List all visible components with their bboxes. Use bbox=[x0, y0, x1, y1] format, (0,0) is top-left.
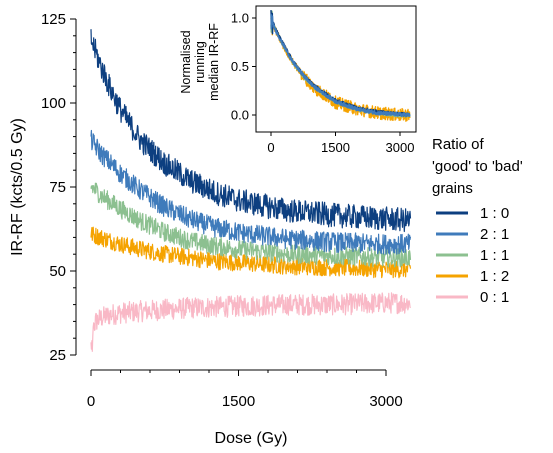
legend: Ratio of 'good' to 'bad' grains 1 : 0 2 : 1 1… bbox=[432, 136, 523, 306]
series-line-3 bbox=[90, 226, 412, 279]
inset-x-tick-label: 3000 bbox=[386, 140, 415, 155]
y-tick-label: 125 bbox=[41, 11, 66, 28]
legend-title-line: 'good' to 'bad' bbox=[432, 158, 523, 175]
series-line-2 bbox=[90, 182, 412, 268]
legend-label: 1 : 2 bbox=[480, 268, 509, 285]
x-axis-title: Dose (Gy) bbox=[215, 430, 288, 447]
y-tick-label: 25 bbox=[49, 347, 66, 364]
inset-title-line: Normalised bbox=[179, 30, 193, 93]
main-plot: 25 50 75 100 125 0 1500 3000 Dose (Gy) IR-RF (kct… bbox=[9, 11, 412, 447]
inset-x-tick-label: 0 bbox=[267, 140, 274, 155]
legend-title-line: Ratio of bbox=[432, 136, 485, 153]
y-tick-label: 75 bbox=[49, 179, 66, 196]
legend-label: 2 : 1 bbox=[480, 226, 509, 243]
inset-series-line-3 bbox=[270, 13, 411, 118]
x-tick-label: 0 bbox=[87, 393, 95, 410]
legend-label: 1 : 1 bbox=[480, 247, 509, 264]
legend-label: 0 : 1 bbox=[480, 289, 509, 306]
x-tick-label: 3000 bbox=[369, 393, 402, 410]
series-line-4 bbox=[90, 292, 412, 352]
x-tick-label: 1500 bbox=[222, 393, 255, 410]
y-tick-label: 50 bbox=[49, 263, 66, 280]
inset-title-line: median IR-RF bbox=[207, 23, 221, 101]
legend-label: 1 : 0 bbox=[480, 205, 509, 222]
y-tick-label: 100 bbox=[41, 95, 66, 112]
legend-title-line: grains bbox=[432, 180, 473, 197]
series-line-0 bbox=[90, 29, 412, 233]
inset-y-tick-label: 0.5 bbox=[231, 59, 249, 74]
inset-y-tick-label: 0.0 bbox=[231, 108, 249, 123]
y-axis-title: IR-RF (kcts/0.5 Gy) bbox=[9, 118, 26, 256]
inset-plot: 0.0 0.5 1.0 0 1500 3000 Normalised running media… bbox=[179, 5, 417, 155]
series-line-1 bbox=[90, 129, 412, 255]
inset-title-line: running bbox=[193, 41, 207, 83]
inset-x-tick-label: 1500 bbox=[321, 140, 350, 155]
inset-y-tick-label: 1.0 bbox=[231, 11, 249, 26]
